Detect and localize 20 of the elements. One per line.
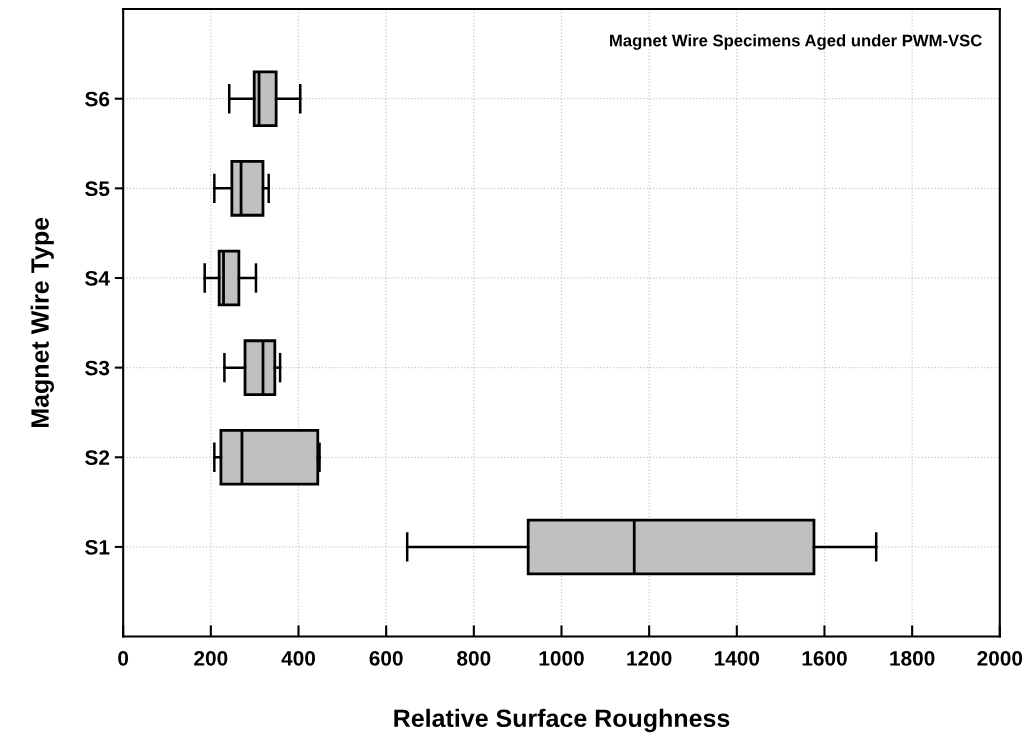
x-tick-label: 400	[281, 650, 316, 666]
y-tick-label: S1	[85, 539, 110, 555]
x-tick-label: 800	[457, 650, 491, 666]
y-tick-label: S6	[85, 91, 110, 107]
y-axis-title: Magnet Wire Type	[30, 217, 54, 428]
x-tick-label: 0	[118, 650, 129, 666]
y-tick-label: S2	[85, 450, 110, 466]
x-tick-label: 1000	[539, 650, 584, 666]
text: Magnet Wire Specimens Aged under PWM-VSC	[610, 34, 982, 50]
y-tick-label: S5	[85, 181, 110, 197]
x-tick-label: 2000	[977, 650, 1023, 666]
y-tick-label: S3	[85, 360, 110, 376]
x-axis-title: Relative Surface Roughness	[394, 708, 730, 733]
x-tick-label: 200	[194, 650, 228, 666]
x-tick-label: 1800	[890, 650, 935, 666]
x-tick-label: 1200	[627, 650, 672, 666]
x-tick-label: 1600	[802, 650, 847, 666]
y-tick-label: S4	[85, 270, 110, 286]
x-tick-label: 600	[369, 650, 403, 666]
x-tick-label: 1400	[714, 650, 760, 666]
